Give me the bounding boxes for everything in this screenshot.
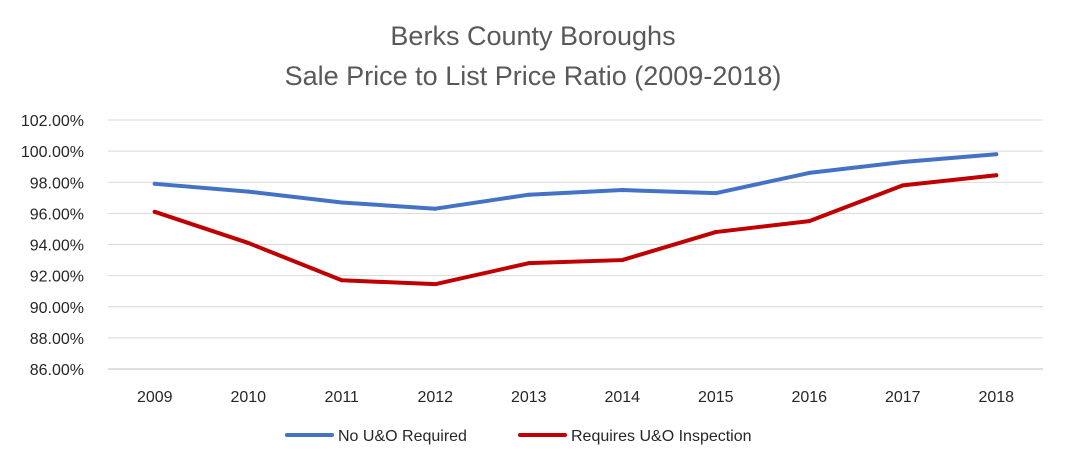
data-point <box>433 206 438 211</box>
series-line-1 <box>152 152 999 211</box>
y-tick-label: 98.00% <box>30 175 84 192</box>
y-axis-ticks: 86.00% 88.00% 90.00% 92.00% 94.00% 96.00% 98.0… <box>21 113 84 379</box>
y-tick-label: 102.00% <box>21 113 84 130</box>
data-point <box>433 282 438 287</box>
data-point <box>339 278 344 283</box>
x-tick-label: 2014 <box>604 389 640 406</box>
chart-title: Berks County Boroughs <box>390 21 675 51</box>
y-tick-label: 90.00% <box>30 300 84 317</box>
data-point <box>713 230 718 235</box>
data-point <box>246 189 251 194</box>
y-tick-label: 100.00% <box>21 144 84 161</box>
x-tick-label: 2010 <box>230 389 266 406</box>
x-axis-ticks: 2009 2010 2011 2012 2013 2014 2015 2016 2017 2018 <box>137 389 1014 406</box>
y-tick-label: 86.00% <box>30 362 84 379</box>
x-tick-label: 2015 <box>698 389 734 406</box>
data-point <box>994 152 999 157</box>
data-point <box>620 258 625 263</box>
legend-label: Requires U&O Inspection <box>571 428 752 445</box>
data-point <box>994 173 999 178</box>
data-point <box>339 200 344 205</box>
x-tick-label: 2017 <box>885 389 921 406</box>
x-tick-label: 2013 <box>511 389 547 406</box>
data-point <box>152 181 157 186</box>
chart-subtitle: Sale Price to List Price Ratio (2009-201… <box>285 61 782 91</box>
series-line-2 <box>152 173 999 287</box>
series-lines <box>152 152 999 287</box>
y-tick-label: 92.00% <box>30 269 84 286</box>
data-point <box>526 261 531 266</box>
x-tick-label: 2009 <box>137 389 173 406</box>
x-tick-label: 2016 <box>791 389 827 406</box>
x-tick-label: 2011 <box>325 389 360 406</box>
data-point <box>900 160 905 165</box>
x-tick-label: 2018 <box>978 389 1014 406</box>
data-point <box>900 183 905 188</box>
y-tick-label: 94.00% <box>30 238 84 255</box>
gridlines <box>108 119 1043 370</box>
data-point <box>620 188 625 193</box>
y-tick-label: 88.00% <box>30 331 84 348</box>
data-point <box>713 191 718 196</box>
data-point <box>807 170 812 175</box>
legend: No U&O Required Requires U&O Inspection <box>285 428 752 445</box>
y-tick-label: 96.00% <box>30 206 84 223</box>
legend-label: No U&O Required <box>338 428 467 445</box>
data-point <box>246 240 251 245</box>
data-point <box>526 192 531 197</box>
data-point <box>807 219 812 224</box>
data-point <box>152 209 157 214</box>
x-tick-label: 2012 <box>417 389 453 406</box>
